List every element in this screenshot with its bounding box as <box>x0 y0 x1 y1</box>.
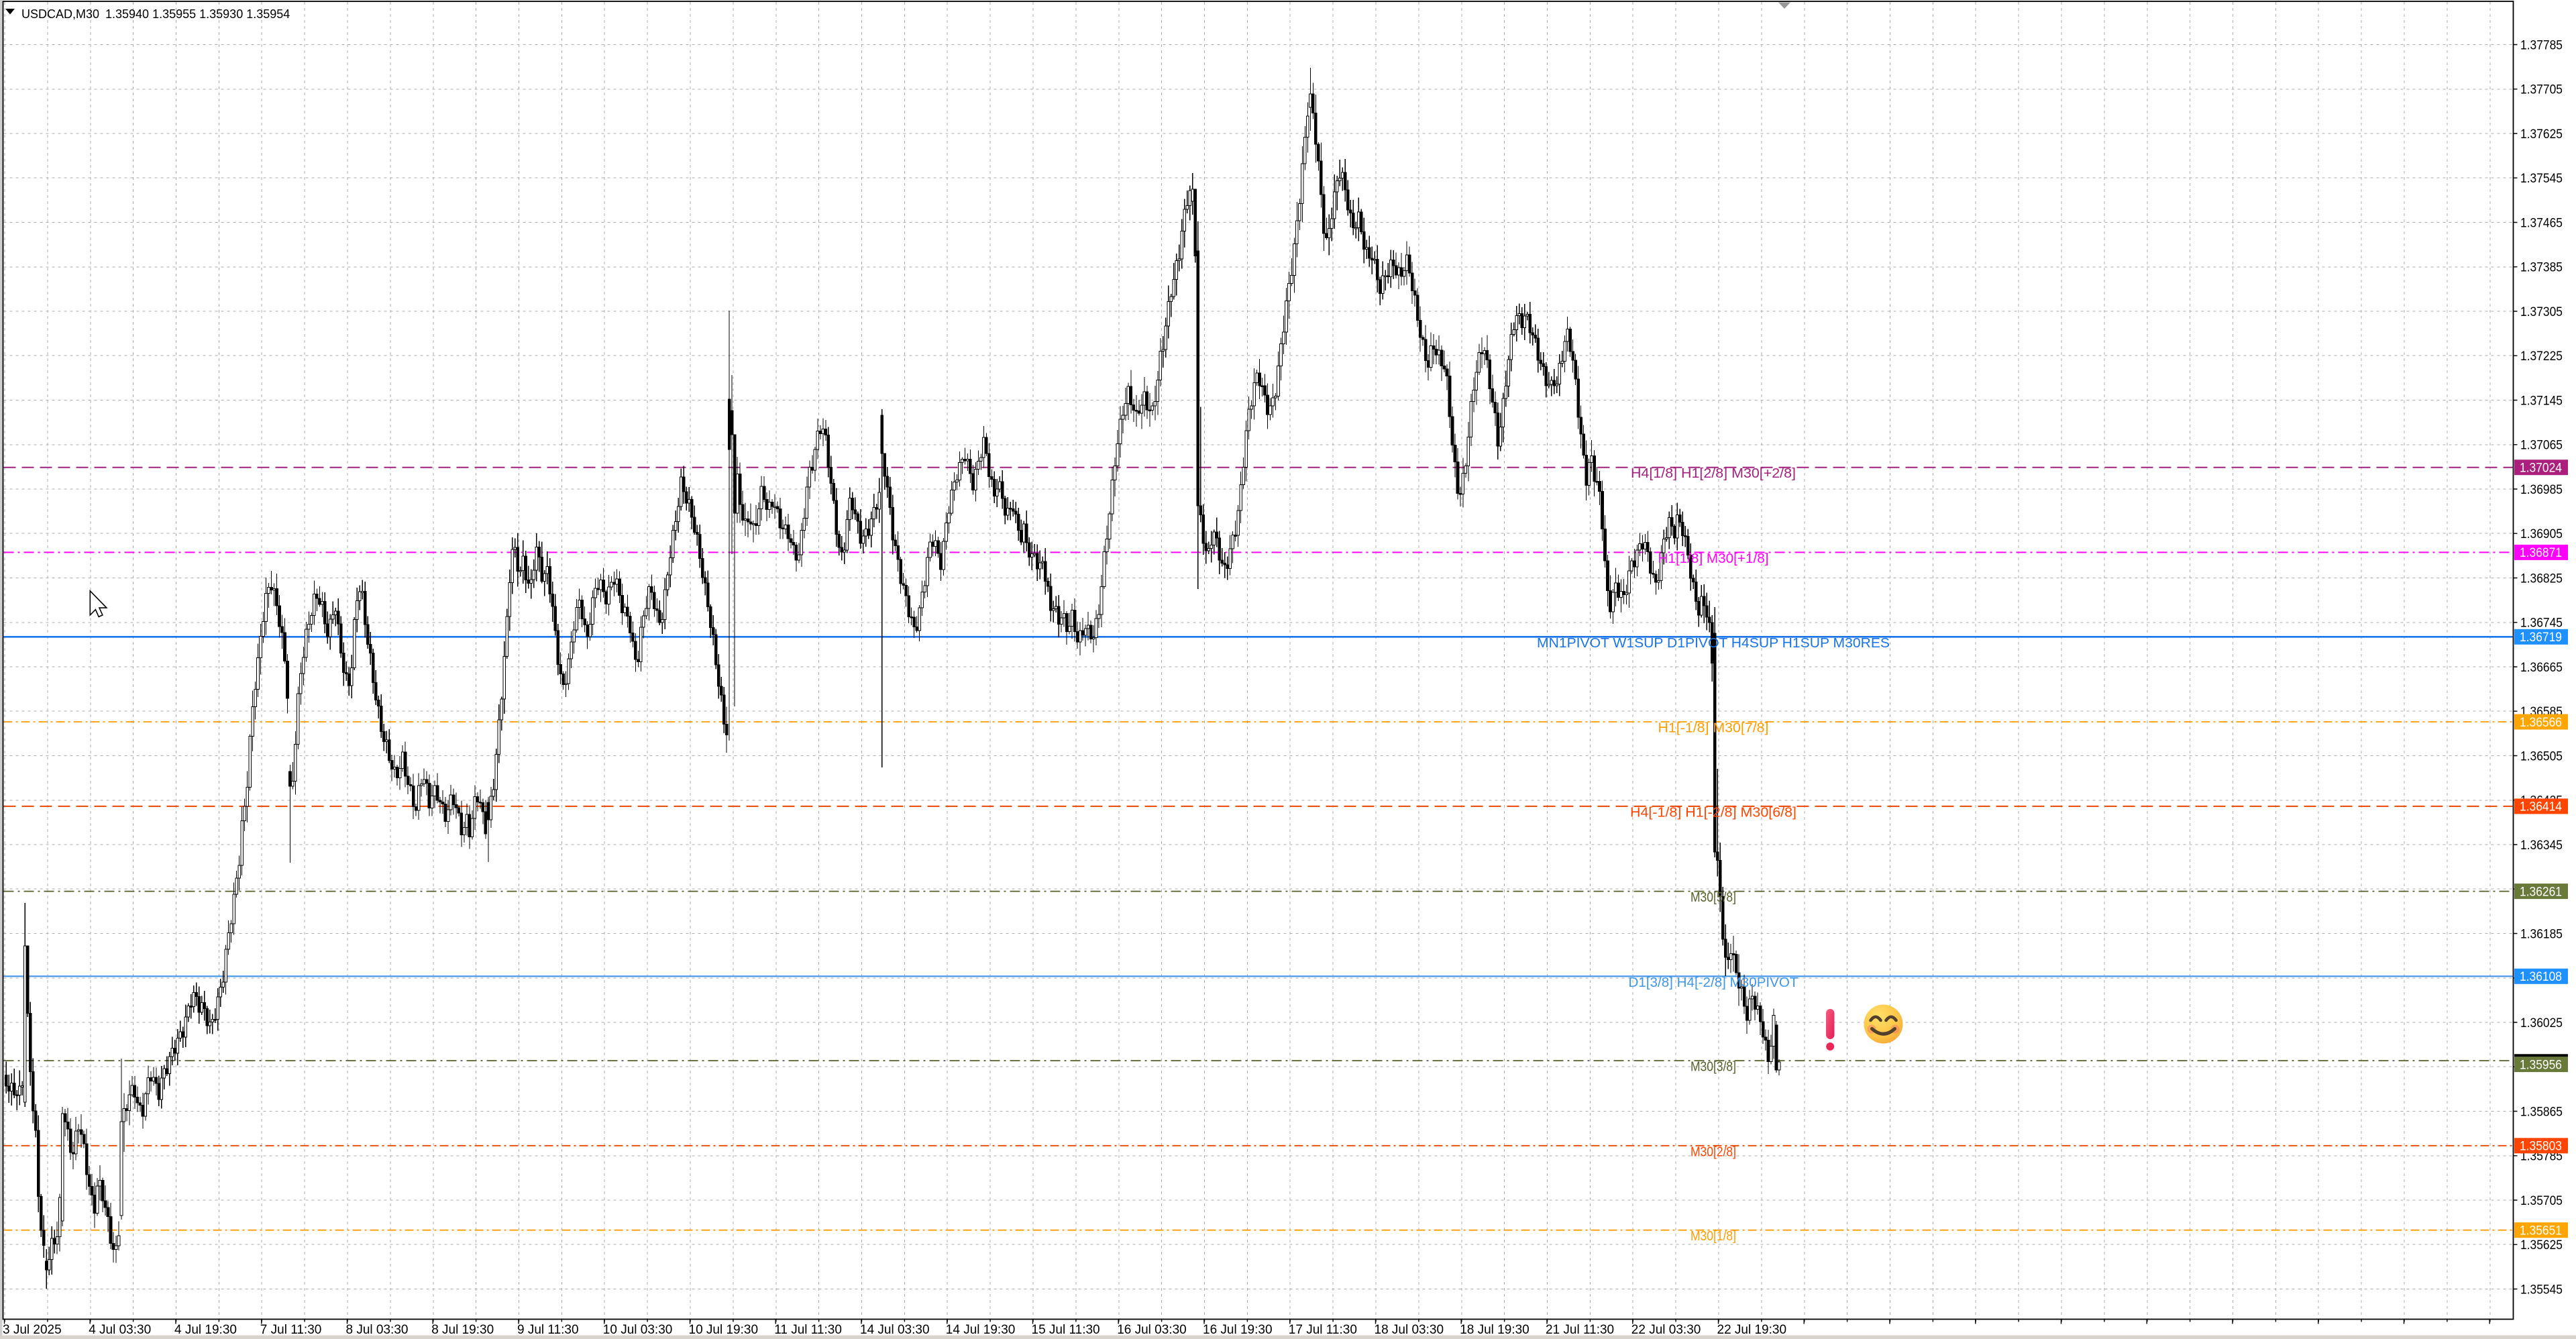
svg-text:MN1PIVOT W1SUP D1PIVOT H4SUP H: MN1PIVOT W1SUP D1PIVOT H4SUP H1SUP M30RE… <box>1537 636 1890 651</box>
svg-text:4 Jul 03:30: 4 Jul 03:30 <box>89 1323 151 1337</box>
svg-text:1.36261: 1.36261 <box>2520 885 2562 899</box>
svg-text:1.35625: 1.35625 <box>2520 1238 2563 1252</box>
svg-text:1.36505: 1.36505 <box>2520 749 2563 763</box>
svg-text:1.37065: 1.37065 <box>2520 439 2563 453</box>
svg-text:1.37705: 1.37705 <box>2520 83 2563 97</box>
svg-text:1.35651: 1.35651 <box>2520 1224 2562 1238</box>
svg-text:1.36345: 1.36345 <box>2520 839 2563 853</box>
svg-text:18 Jul 03:30: 18 Jul 03:30 <box>1375 1323 1444 1337</box>
svg-text:USDCAD,M30: USDCAD,M30 <box>21 7 99 21</box>
svg-text:8 Jul 03:30: 8 Jul 03:30 <box>346 1323 409 1337</box>
svg-text:1.36719: 1.36719 <box>2520 631 2562 645</box>
svg-text:M30[5/8]: M30[5/8] <box>1690 890 1736 905</box>
svg-text:1.36871: 1.36871 <box>2520 546 2562 560</box>
svg-text:1.35545: 1.35545 <box>2520 1283 2563 1297</box>
svg-text:1.35865: 1.35865 <box>2520 1105 2563 1119</box>
svg-text:17 Jul 11:30: 17 Jul 11:30 <box>1289 1323 1357 1337</box>
svg-text:1.37145: 1.37145 <box>2520 394 2563 408</box>
svg-text:1.35705: 1.35705 <box>2520 1194 2563 1208</box>
svg-text:1.37385: 1.37385 <box>2520 261 2563 275</box>
svg-text:16 Jul 19:30: 16 Jul 19:30 <box>1203 1323 1273 1337</box>
svg-text:14 Jul 03:30: 14 Jul 03:30 <box>860 1323 930 1337</box>
svg-text:7 Jul 11:30: 7 Jul 11:30 <box>260 1323 322 1337</box>
svg-text:1.35940 1.35955 1.35930 1.3595: 1.35940 1.35955 1.35930 1.35954 <box>105 7 290 21</box>
svg-text:M30[3/8]: M30[3/8] <box>1690 1060 1736 1075</box>
svg-text:1.36825: 1.36825 <box>2520 572 2563 586</box>
svg-text:1.36025: 1.36025 <box>2520 1016 2563 1030</box>
svg-text:1.37225: 1.37225 <box>2520 350 2563 364</box>
svg-text:9 Jul 11:30: 9 Jul 11:30 <box>517 1323 579 1337</box>
svg-text:1.37785: 1.37785 <box>2520 38 2563 52</box>
svg-text:1.36905: 1.36905 <box>2520 527 2563 541</box>
svg-text:3 Jul 2025: 3 Jul 2025 <box>3 1323 62 1337</box>
svg-text:1.36665: 1.36665 <box>2520 661 2563 675</box>
svg-text:1.35956: 1.35956 <box>2520 1058 2562 1072</box>
svg-text:1.36985: 1.36985 <box>2520 483 2563 497</box>
svg-text:22 Jul 19:30: 22 Jul 19:30 <box>1717 1323 1787 1337</box>
svg-text:10 Jul 03:30: 10 Jul 03:30 <box>603 1323 673 1337</box>
svg-text:1.36414: 1.36414 <box>2520 800 2562 814</box>
svg-text:16 Jul 03:30: 16 Jul 03:30 <box>1117 1323 1187 1337</box>
svg-text:H1[-1/8] M30[7/8]: H1[-1/8] M30[7/8] <box>1658 721 1769 736</box>
svg-text:22 Jul 03:30: 22 Jul 03:30 <box>1631 1323 1701 1337</box>
svg-text:18 Jul 19:30: 18 Jul 19:30 <box>1460 1323 1529 1337</box>
svg-text:1.37545: 1.37545 <box>2520 172 2563 186</box>
svg-text:1.35803: 1.35803 <box>2520 1140 2562 1154</box>
svg-text:21 Jul 11:30: 21 Jul 11:30 <box>1546 1323 1614 1337</box>
svg-text:11 Jul 11:30: 11 Jul 11:30 <box>774 1323 842 1337</box>
svg-text:14 Jul 19:30: 14 Jul 19:30 <box>946 1323 1016 1337</box>
svg-text:15 Jul 11:30: 15 Jul 11:30 <box>1032 1323 1100 1337</box>
svg-text:1.36745: 1.36745 <box>2520 617 2563 631</box>
svg-text:H1[1/8] M30[+1/8]: H1[1/8] M30[+1/8] <box>1658 551 1769 566</box>
svg-text:M30[1/8]: M30[1/8] <box>1690 1229 1736 1244</box>
svg-text:1.36566: 1.36566 <box>2520 716 2562 730</box>
svg-text:10 Jul 19:30: 10 Jul 19:30 <box>689 1323 759 1337</box>
svg-text:8 Jul 19:30: 8 Jul 19:30 <box>431 1323 494 1337</box>
svg-text:M30[2/8]: M30[2/8] <box>1690 1144 1736 1159</box>
svg-text:H4[1/8] H1[2/8] M30[+2/8]: H4[1/8] H1[2/8] M30[+2/8] <box>1631 466 1796 481</box>
svg-text:1.37625: 1.37625 <box>2520 127 2563 142</box>
svg-text:1.36108: 1.36108 <box>2520 970 2562 984</box>
svg-text:1.37305: 1.37305 <box>2520 305 2563 319</box>
svg-text:D1[3/8] H4[-2/8] M30PIVOT: D1[3/8] H4[-2/8] M30PIVOT <box>1629 975 1799 990</box>
svg-text:1.37024: 1.37024 <box>2520 462 2562 476</box>
svg-text:1.36185: 1.36185 <box>2520 927 2563 941</box>
svg-text:4 Jul 19:30: 4 Jul 19:30 <box>174 1323 237 1337</box>
svg-text:1.37465: 1.37465 <box>2520 216 2563 230</box>
svg-text:H4[-1/8] H1[-2/8] M30[6/8]: H4[-1/8] H1[-2/8] M30[6/8] <box>1630 805 1796 820</box>
